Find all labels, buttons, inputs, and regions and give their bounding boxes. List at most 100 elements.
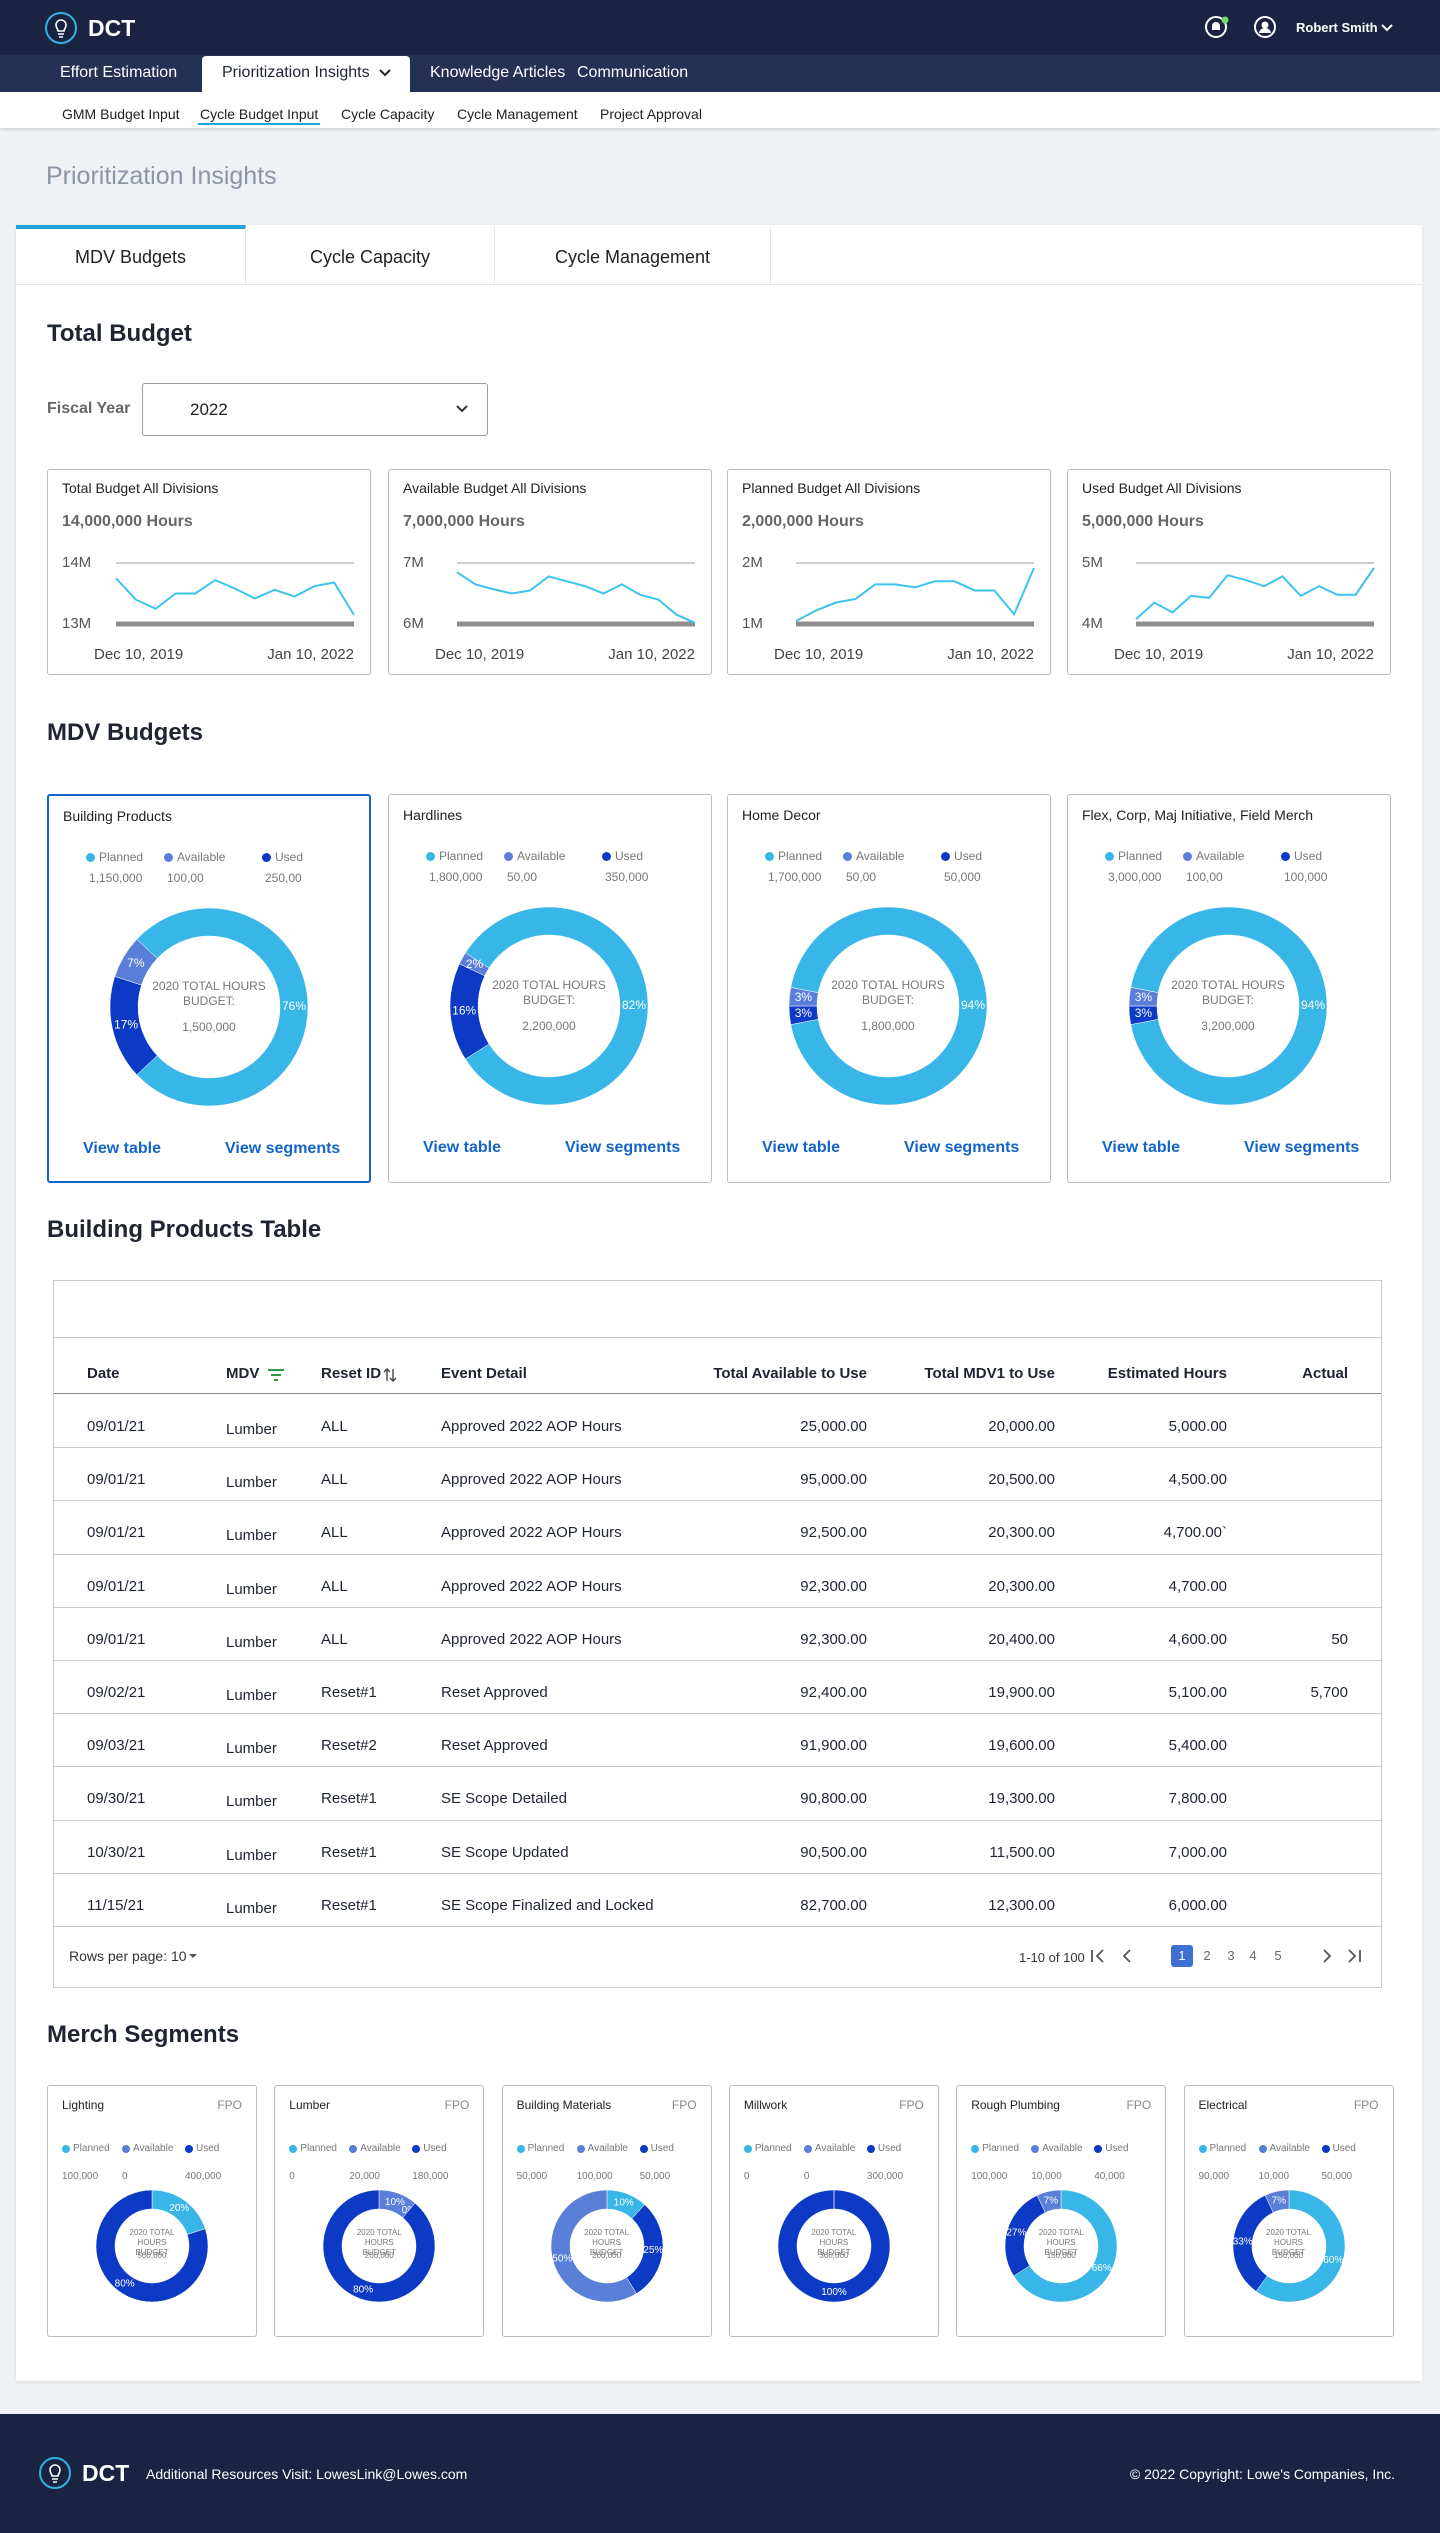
legend-amount: 100,00 [1186,870,1223,884]
table-cell: Lumber [226,1421,277,1438]
page-number[interactable]: 3 [1227,1948,1235,1963]
subnav-tab[interactable]: Cycle Management [457,106,578,122]
y-tick-label: 14M [62,554,91,571]
view-table-link[interactable]: View table [762,1139,840,1156]
donut-segment [1128,987,1159,1007]
section-tab[interactable]: MDV Budgets [16,225,246,285]
column-header[interactable]: MDV [226,1365,260,1382]
y-tick-label: 2M [742,554,763,571]
view-segments-link[interactable]: View segments [225,1140,341,1157]
legend-name: Available [517,849,566,863]
subnav-tab[interactable]: Project Approval [600,106,702,122]
last-page-button[interactable] [1345,1947,1363,1965]
donut-center-label: 2020 TOTAL HOURS BUDGET: [831,978,945,1007]
table-cell: Reset#1 [321,1896,377,1914]
page-number[interactable]: 2 [1203,1948,1211,1963]
segment-label: 100% [821,2287,847,2298]
table-cell: Approved 2022 AOP Hours [441,1630,622,1648]
footer-resources[interactable]: Additional Resources Visit: LowesLink@Lo… [146,2466,468,2482]
y-tick-label: 7M [403,554,424,571]
legend-name: Available [587,2143,628,2154]
legend-dot [185,2145,193,2153]
subnav-tab[interactable]: GMM Budget Input [62,106,180,122]
legend-name: Used [423,2143,447,2154]
next-page-button[interactable] [1318,1947,1336,1965]
active-tab-bg [202,56,410,92]
table-cell: 5,400.00 [1168,1737,1227,1755]
prev-page-button[interactable] [1118,1947,1136,1965]
donut-center-label: 2020 TOTAL HOURS BUDGET [1038,2228,1084,2257]
subnav-bar [0,92,1440,128]
donut-total: 300,000 [819,2251,849,2260]
segment-label: 60% [1323,2255,1343,2266]
column-header: Event Detail [441,1365,527,1382]
column-header[interactable]: Date [87,1365,120,1382]
footer-brand: DCT [82,2460,130,2486]
nav-tab[interactable]: Knowledge Articles [430,64,566,81]
table-cell: Lumber [226,1687,277,1704]
user-name[interactable]: Robert Smith [1296,20,1378,35]
subnav-tab[interactable]: Cycle Budget Input [200,106,319,122]
legend-name: Planned [778,849,823,863]
donut-center-label: 2020 TOTAL HOURS BUDGET [1266,2228,1311,2257]
donut-segment [465,906,649,1106]
page-title: Prioritization Insights [46,162,277,190]
nav-tab[interactable]: Effort Estimation [60,64,178,81]
view-segments-link[interactable]: View segments [565,1139,681,1156]
table-cell: 50 [1331,1630,1348,1648]
table-cell: ALL [321,1524,348,1542]
merch-card: Lighting FPO Planned 100,000 Available 0 Used 4… [47,2085,257,2337]
donut-segment [1037,2189,1062,2213]
section-tab[interactable]: Cycle Capacity [246,225,495,285]
donut-center-label: 2020 TOTAL HOURS BUDGET [811,2228,857,2257]
view-table-link[interactable]: View table [423,1139,501,1156]
section-tab[interactable]: Cycle Management [495,225,771,285]
fiscal-year-select[interactable] [142,383,488,436]
table-cell: Approved 2022 AOP Hours [441,1471,622,1489]
donut-segment [136,907,309,1107]
donut-segment [550,2189,637,2303]
page-number[interactable]: 5 [1274,1948,1282,1963]
donut-segment [790,906,988,1106]
rows-per-page[interactable]: Rows per page: 10 [69,1948,187,1964]
nav-tab[interactable]: Prioritization Insights [222,64,370,81]
section-heading: Building Products Table [47,1216,322,1243]
column-header: Total MDV1 to Use [924,1365,1055,1382]
section-heading: Total Budget [47,320,192,347]
logo-icon [45,12,77,44]
card-title: Planned Budget All Divisions [742,480,921,496]
table-cell: 10/30/21 [87,1843,146,1861]
table-cell: 7,800.00 [1168,1790,1227,1808]
chevron [456,405,468,413]
column-header: Total Available to Use [713,1365,867,1382]
donut-total: 1,500,000 [182,1020,236,1034]
view-segments-link[interactable]: View segments [1244,1139,1360,1156]
card-title: Lighting [62,2098,105,2112]
page-number[interactable]: 4 [1249,1948,1257,1963]
table-cell: 09/03/21 [87,1737,146,1755]
user-icon [1254,16,1276,38]
card-amount: 7,000,000 Hours [403,513,525,530]
view-segments-link[interactable]: View segments [904,1139,1020,1156]
column-header[interactable]: Reset ID [321,1365,382,1382]
subnav-tab[interactable]: Cycle Capacity [341,106,435,122]
segment-label: 16% [452,1004,476,1018]
legend-dot [426,852,435,861]
view-table-link[interactable]: View table [83,1140,161,1157]
donut-total: 500,000 [137,2251,167,2260]
first-page-button[interactable] [1089,1947,1107,1965]
legend-dot [164,853,173,862]
legend-name: Used [877,2143,902,2154]
table-cell: 82,700.00 [800,1896,867,1914]
donut-total: 150,000 [1046,2251,1076,2260]
chevron-icon [1381,24,1393,32]
nav-tab[interactable]: Communication [577,64,689,81]
table-cell: 09/01/21 [87,1471,146,1489]
donut-segment [323,2189,436,2303]
table-toolbar-line [54,1337,1381,1338]
x-label: Jan 10, 2022 [947,646,1034,663]
legend-name: Planned [439,849,484,863]
page-number[interactable]: 1 [1171,1945,1193,1967]
view-table-link[interactable]: View table [1102,1139,1180,1156]
